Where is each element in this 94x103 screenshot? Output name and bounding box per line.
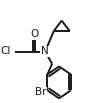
Text: Cl: Cl (1, 46, 11, 57)
Text: N: N (41, 46, 49, 57)
Text: Br: Br (35, 87, 47, 97)
Text: O: O (31, 29, 39, 39)
